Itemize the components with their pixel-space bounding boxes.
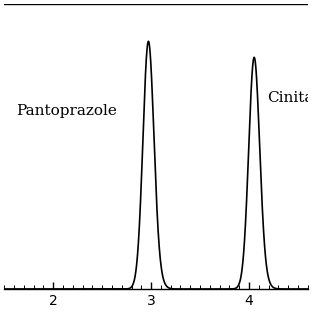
Text: Cinita: Cinita	[267, 91, 312, 105]
Text: Pantoprazole: Pantoprazole	[16, 104, 117, 118]
